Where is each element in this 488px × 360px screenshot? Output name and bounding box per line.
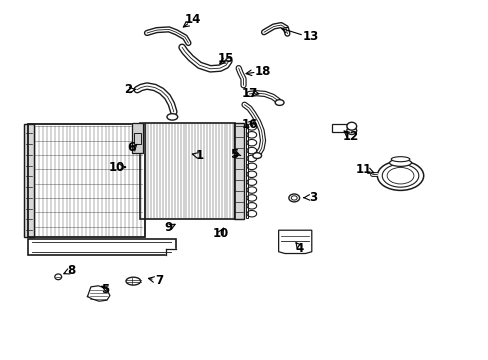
Ellipse shape — [55, 274, 61, 280]
Ellipse shape — [275, 100, 284, 105]
Ellipse shape — [346, 127, 356, 134]
Text: 5: 5 — [229, 148, 237, 161]
Text: 12: 12 — [342, 130, 358, 143]
Ellipse shape — [126, 277, 141, 285]
Text: 4: 4 — [294, 242, 303, 255]
Text: 1: 1 — [195, 149, 203, 162]
Text: 16: 16 — [241, 118, 257, 131]
Text: 5: 5 — [101, 283, 109, 296]
Polygon shape — [27, 125, 144, 237]
Ellipse shape — [252, 153, 261, 158]
Text: 18: 18 — [254, 65, 271, 78]
Text: 9: 9 — [164, 221, 173, 234]
Text: 14: 14 — [185, 13, 201, 26]
Text: 10: 10 — [108, 161, 124, 174]
Text: 3: 3 — [308, 191, 316, 204]
Polygon shape — [140, 123, 234, 220]
Polygon shape — [278, 230, 311, 253]
Ellipse shape — [166, 114, 177, 120]
Text: 6: 6 — [127, 140, 135, 153]
Ellipse shape — [389, 159, 411, 166]
Text: 7: 7 — [155, 274, 163, 287]
Polygon shape — [132, 123, 143, 153]
Text: 15: 15 — [217, 51, 234, 64]
Text: 13: 13 — [302, 30, 318, 43]
Ellipse shape — [346, 122, 356, 130]
Ellipse shape — [288, 194, 299, 202]
Ellipse shape — [390, 157, 409, 162]
Text: 2: 2 — [124, 83, 132, 96]
Text: 10: 10 — [213, 226, 229, 239]
Polygon shape — [24, 125, 34, 237]
Text: 8: 8 — [67, 264, 75, 277]
Polygon shape — [166, 249, 176, 255]
Polygon shape — [27, 239, 176, 255]
Text: 11: 11 — [355, 163, 371, 176]
Polygon shape — [87, 286, 110, 301]
Polygon shape — [233, 123, 244, 220]
Text: 17: 17 — [241, 87, 257, 100]
Polygon shape — [331, 125, 346, 132]
Ellipse shape — [377, 161, 423, 190]
